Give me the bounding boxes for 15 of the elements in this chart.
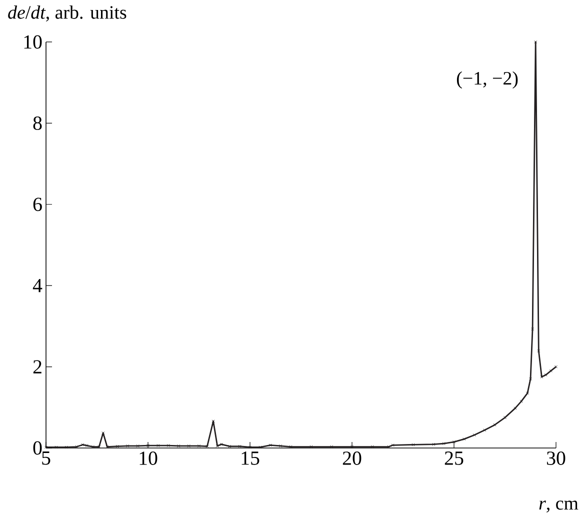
y-tick-label: 4 <box>32 279 42 292</box>
x-tick-label: 25 <box>444 452 464 465</box>
y-tick-label: 8 <box>33 116 42 130</box>
y-axis-title: de/dt, arb. units <box>8 6 126 22</box>
y-tick-label: 2 <box>33 360 42 374</box>
x-tick-label: 10 <box>140 452 158 465</box>
x-axis-title: r, cm <box>539 500 578 512</box>
x-tick-label: 30 <box>546 452 566 465</box>
y-tick-label: 10 <box>24 35 42 49</box>
y-tick-label: 6 <box>33 198 42 212</box>
x-tick-label: 15 <box>242 452 260 465</box>
x-tick-label: 20 <box>342 452 362 465</box>
annotation: (−1, −2) <box>456 71 518 89</box>
x-tick-label: 5 <box>42 452 50 465</box>
y-tick-label: 0 <box>33 441 42 455</box>
